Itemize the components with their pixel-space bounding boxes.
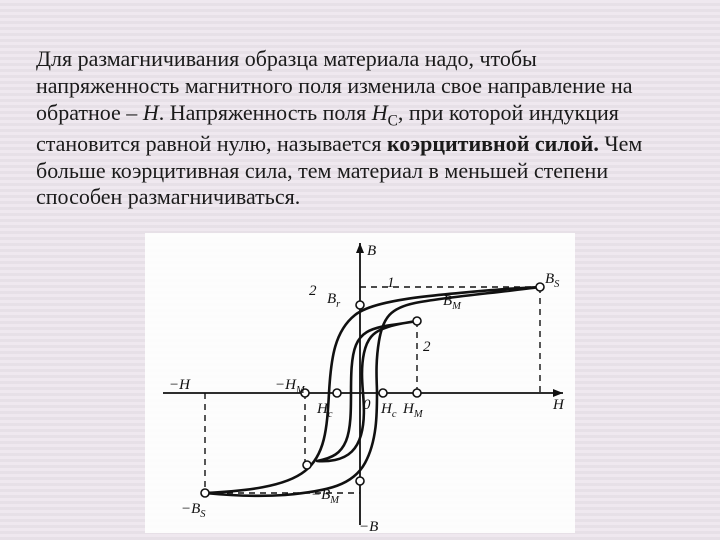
svg-text:Hc: Hc (380, 401, 397, 420)
svg-text:−BS: −BS (181, 501, 206, 520)
svg-text:Br: Br (327, 291, 341, 310)
hc-var: H (372, 100, 388, 125)
svg-text:BS: BS (545, 271, 560, 290)
svg-text:0: 0 (363, 397, 371, 413)
bold-term: коэрцитивной силой. (387, 131, 599, 156)
h-var: H (143, 100, 159, 125)
svg-text:Hc: Hc (316, 401, 333, 420)
svg-text:2: 2 (309, 283, 317, 299)
svg-text:−B: −B (359, 519, 378, 533)
hysteresis-diagram: BrBS−BSBM−BMHcHcHM−HM1220BH−B−H (145, 233, 575, 533)
svg-text:2: 2 (423, 339, 431, 355)
body-text: Для размагничивания образца материала на… (36, 46, 684, 211)
svg-text:B: B (367, 243, 376, 259)
svg-text:H: H (552, 397, 565, 413)
svg-text:−H: −H (169, 377, 191, 393)
svg-text:1: 1 (387, 275, 395, 291)
svg-text:HM: HM (402, 401, 424, 420)
svg-text:−BM: −BM (311, 487, 340, 506)
t2: . Напряженность поля (159, 100, 372, 125)
hc-sub: C (388, 112, 398, 129)
